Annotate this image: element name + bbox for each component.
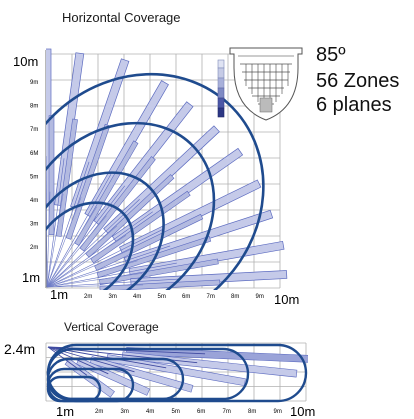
vertical-x-tick-label: 4m — [146, 409, 154, 415]
vertical-x-tick-label: 2m — [95, 409, 103, 415]
x-tick-label: 3m — [109, 294, 117, 300]
y-top-label: 10m — [13, 54, 38, 69]
vertical-coverage-diagram: 2.4m 1m 2m 3m 4m 5m 6m 7m 8m 9m 10m — [4, 341, 315, 419]
horizontal-coverage-diagram: 10m 9m 8m 7m 6M 5m 4m 3m 2m 1m 1m 2m 3m 4m 5m 6m 7m 8… — [13, 47, 303, 307]
beam-ray — [46, 262, 177, 288]
horizontal-coverage-ellipses — [46, 72, 265, 290]
vcoverage-ellipse — [46, 375, 102, 403]
vertical-x-tick-label: 5m — [172, 409, 180, 415]
y-tick-label: 5m — [30, 174, 38, 180]
beam-ray — [46, 158, 65, 288]
beam-ray — [46, 215, 107, 288]
beam-mid — [85, 174, 175, 258]
x-tick-label: 4m — [133, 294, 141, 300]
vertical-x-origin-label: 1m — [56, 404, 74, 419]
vertical-x-tick-label: 3m — [121, 409, 129, 415]
vertical-x-tick-label: 9m — [274, 409, 282, 415]
vertical-x-tick-label: 8m — [248, 409, 256, 415]
coverage-ellipse — [46, 121, 216, 290]
beam-ray — [46, 284, 144, 288]
y-tick-label: 3m — [30, 222, 38, 228]
beam-ray — [46, 197, 82, 288]
vertical-coverage-ellipses — [46, 343, 308, 403]
beam-mid — [94, 213, 204, 271]
y-tick-label: 6M — [30, 151, 38, 157]
x-tick-labels: 2m 3m 4m 5m 6m 7m 8m 9m — [84, 294, 264, 300]
beam-mid — [74, 140, 139, 246]
coverage-ellipse — [46, 72, 265, 290]
beam-mid — [48, 115, 55, 235]
vertical-x-tick-labels: 2m 3m 4m 5m 6m 7m 8m 9m — [95, 409, 282, 415]
y-tick-label: 4m — [30, 198, 38, 204]
y-tick-label: 2m — [30, 245, 38, 251]
beam-mid — [65, 123, 111, 240]
x-tick-label: 6m — [182, 294, 190, 300]
beam-ray — [46, 191, 51, 288]
vbeam — [76, 357, 151, 396]
beam-ray — [46, 173, 112, 288]
beam-ray — [46, 206, 98, 288]
beam-mid — [98, 258, 219, 286]
beam-ray — [46, 260, 138, 288]
beam-ray — [46, 156, 48, 288]
beam-ray — [46, 272, 143, 288]
x-origin-label: 1m — [50, 287, 68, 302]
beam-group — [46, 179, 262, 288]
beam-ray — [46, 228, 164, 288]
coverage-ellipse — [46, 171, 165, 290]
y-tick-labels: 9m 8m 7m 6M 5m 4m 3m 2m — [30, 80, 38, 251]
beam-group — [46, 270, 288, 290]
beam-ray — [46, 185, 126, 288]
y-tick-label: 8m — [30, 104, 38, 110]
y-tick-label: 9m — [30, 80, 38, 86]
y-origin-label: 1m — [22, 270, 40, 285]
vertical-x-tick-label: 6m — [197, 409, 205, 415]
x-end-label: 10m — [274, 292, 299, 307]
detection-angle: 85º — [316, 44, 346, 66]
height-label: 2.4m — [4, 341, 35, 357]
vertical-x-tick-label: 7m — [223, 409, 231, 415]
y-tick-label: 7m — [30, 127, 38, 133]
beam-group — [46, 80, 169, 288]
vertical-beams — [47, 346, 308, 398]
vertical-coverage-title: Vertical Coverage — [64, 320, 159, 334]
vertical-x-end-label: 10m — [290, 404, 315, 419]
x-tick-label: 5m — [158, 294, 166, 300]
beam-mid — [79, 156, 156, 252]
beam-ray — [46, 161, 90, 288]
beam-ray — [46, 225, 118, 288]
x-tick-label: 2m — [84, 294, 92, 300]
x-tick-label: 7m — [207, 294, 215, 300]
plane-count: 6 planes — [316, 94, 392, 116]
beam-mid — [90, 190, 191, 264]
horizontal-coverage-title: Horizontal Coverage — [62, 10, 181, 25]
beam-mid — [55, 118, 78, 237]
beam-ray — [46, 235, 127, 288]
x-tick-label: 9m — [256, 294, 264, 300]
beam-ray — [46, 248, 134, 288]
beam-group — [46, 101, 194, 288]
coverage-ellipse — [46, 201, 135, 290]
x-tick-label: 8m — [231, 294, 239, 300]
lens-pattern-icon — [217, 47, 303, 121]
vbeam — [126, 347, 308, 363]
beam-ray — [46, 211, 153, 288]
zone-count: 56 Zones — [316, 70, 400, 92]
beam-group — [46, 58, 130, 288]
beam-group — [46, 125, 220, 288]
beam-ray — [46, 245, 171, 288]
beam-group — [46, 52, 85, 288]
vbeam-ray — [47, 346, 88, 376]
beam-ray — [46, 193, 64, 288]
